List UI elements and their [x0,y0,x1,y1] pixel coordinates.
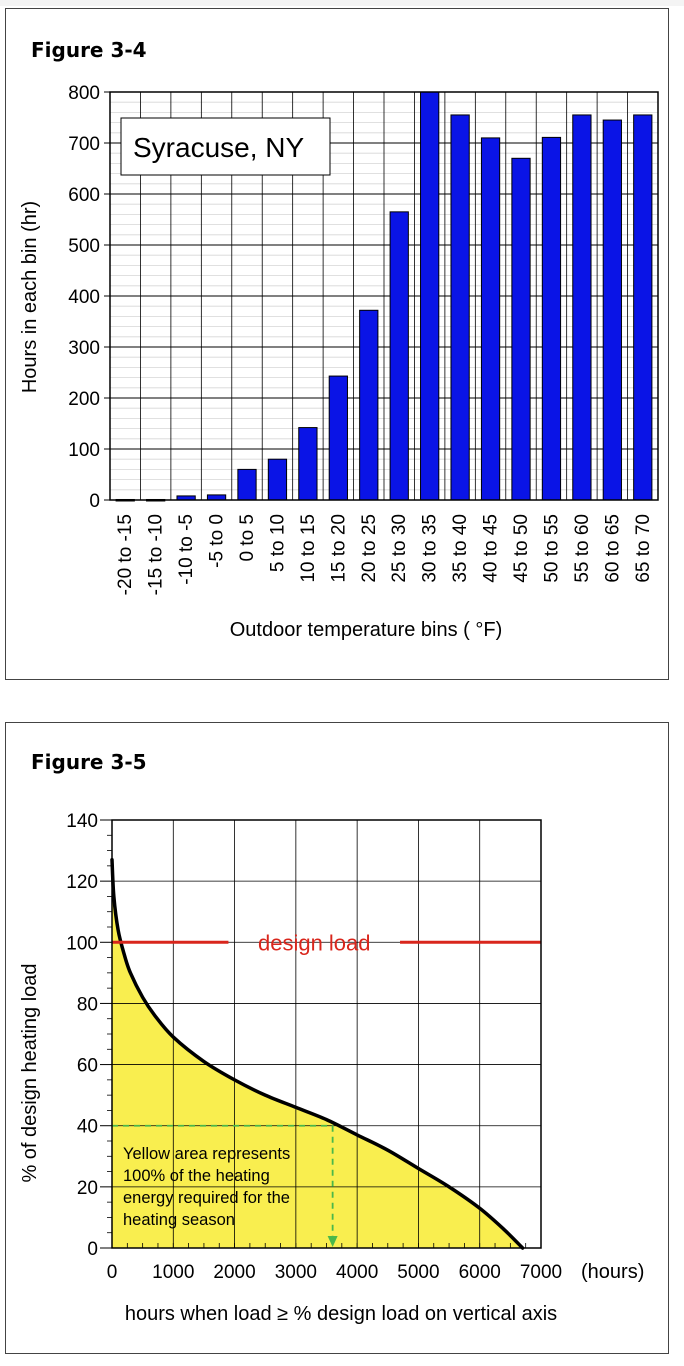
annotation-line: heating season [123,1211,235,1229]
bar--5to0 [206,494,227,501]
bar-60to65 [602,119,622,501]
y-tick-label: 300 [68,338,100,359]
bar-50to55 [541,136,562,501]
y-tick-label: 100 [68,440,100,461]
y-tick-label: 60 [77,1056,98,1077]
y-tick-label: 400 [68,287,100,308]
x-tick-label: -20 to -15 [115,514,136,595]
x-tick-label: 65 to 70 [633,514,654,583]
y-tick-label: 100 [66,933,98,954]
x-axis-label: hours when load ≥ % design load on verti… [125,1303,557,1325]
figure-label: Figure 3-4 [31,38,147,62]
top-divider [0,0,684,6]
x-tick-label: 35 to 40 [450,514,471,583]
x-tick-label: -15 to -10 [146,514,167,595]
bar-chart-svg: Figure 3-4 0 100 200 300 400 500 600 700 800 -20 … [19,38,659,641]
bar-35to40 [450,114,470,501]
y-axis-label: % of design heating load [19,963,41,1182]
y-axis-label: Hours in each bin (hr) [19,201,41,393]
y-tick-label: 120 [66,872,98,893]
x-tick-label: 5000 [397,1262,439,1283]
marker-arrowhead [327,1236,338,1247]
load-curve [110,857,525,1250]
x-tick-label: -5 to 0 [207,514,228,568]
y-tick-label: 600 [68,185,100,206]
bar-5to10 [267,458,288,501]
y-tick-label: 800 [68,83,100,104]
bar-30to35 [420,91,440,501]
y-tick-label: 0 [89,491,100,512]
y-tick-label: 20 [77,1178,98,1199]
y-tick-label: 200 [68,389,100,410]
annotation-line: Yellow area represents [123,1145,290,1163]
x-tick-label: 1000 [152,1262,194,1283]
x-tick-label: 7000 [520,1262,562,1283]
figure-label: Figure 3-5 [31,750,147,774]
chart-title: Syracuse, NY [133,132,304,163]
bar-20to25 [359,309,379,501]
y-tick-label: 140 [66,811,98,832]
y-tick-label: 0 [87,1239,98,1260]
x-tick-label: 5 to 10 [267,514,288,572]
bar-45to50 [511,157,531,501]
bar-55to60 [572,114,592,501]
y-tick-label: 700 [68,134,100,155]
x-tick-label: 20 to 25 [359,514,380,583]
design-load-label: design load [258,930,371,955]
bar-10to15 [298,427,318,501]
annotation-line: 100% of the heating [123,1167,270,1185]
x-tick-label: 0 to 5 [237,514,258,562]
x-tick-label: 45 to 50 [511,514,532,583]
x-tick-label: 2000 [213,1262,255,1283]
annotation-line: energy required for the [123,1189,290,1207]
x-tick-label: 4000 [336,1262,378,1283]
y-tick-label: 40 [77,1117,98,1138]
bar-40to45 [480,137,501,501]
bar-15to20 [328,375,348,501]
bar-65to70 [633,114,653,501]
x-tick-label: -10 to -5 [176,514,197,585]
x-tick-label: 0 [107,1262,118,1283]
area-chart-svg: Figure 3-5 design load Yellow area repre… [19,750,644,1325]
plot-frame [109,91,659,501]
x-axis-label: Outdoor temperature bins ( °F) [230,619,503,641]
bar-25to30 [389,211,409,501]
x-tick-label: 25 to 30 [389,514,410,583]
y-tick-label: 500 [68,236,100,257]
x-tick-label: 50 to 55 [541,514,562,583]
x-tick-label: 10 to 15 [298,514,319,583]
x-tick-label: 3000 [275,1262,317,1283]
x-tick-label: 6000 [459,1262,501,1283]
x-tick-label: 55 to 60 [572,514,593,583]
x-unit-label: (hours) [581,1261,644,1283]
chart-title-box [120,117,331,176]
bar-0to5 [237,468,257,501]
figure-3-5-panel: Figure 3-5 design load Yellow area repre… [5,722,669,1354]
x-tick-label: 40 to 45 [481,514,502,583]
x-tick-label: 15 to 20 [328,514,349,583]
energy-area [112,859,523,1248]
figure-3-4-panel: Figure 3-4 0 100 200 300 400 500 600 700 800 -20 … [5,8,669,680]
x-tick-label: 30 to 35 [420,514,441,583]
y-tick-label: 80 [77,994,98,1015]
x-tick-label: 60 to 65 [602,514,623,583]
